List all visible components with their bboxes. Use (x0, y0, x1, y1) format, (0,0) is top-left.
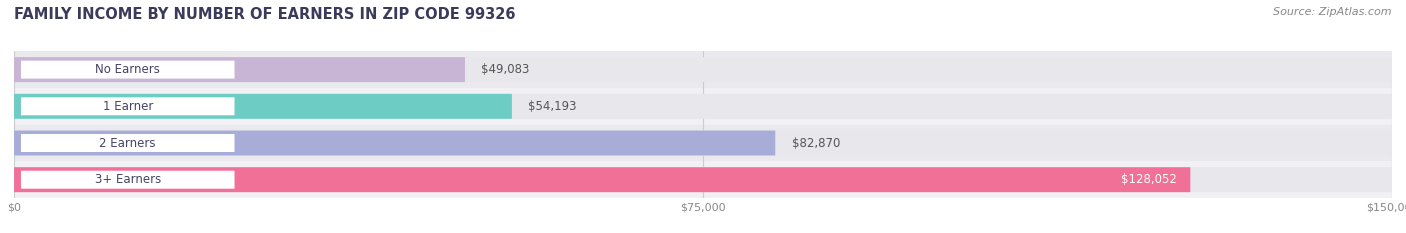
Bar (14, 161, 1392, 198)
Bar (14, 88, 1392, 125)
Text: $82,870: $82,870 (792, 137, 841, 150)
FancyBboxPatch shape (14, 57, 465, 82)
FancyBboxPatch shape (14, 94, 1392, 119)
FancyBboxPatch shape (14, 94, 512, 119)
Text: $54,193: $54,193 (529, 100, 576, 113)
Text: $49,083: $49,083 (481, 63, 530, 76)
Text: Source: ZipAtlas.com: Source: ZipAtlas.com (1274, 7, 1392, 17)
FancyBboxPatch shape (14, 167, 1392, 192)
Text: 3+ Earners: 3+ Earners (94, 173, 160, 186)
Text: 2 Earners: 2 Earners (100, 137, 156, 150)
FancyBboxPatch shape (21, 61, 235, 79)
FancyBboxPatch shape (21, 97, 235, 115)
FancyBboxPatch shape (14, 57, 1392, 82)
Text: 1 Earner: 1 Earner (103, 100, 153, 113)
FancyBboxPatch shape (21, 134, 235, 152)
Text: No Earners: No Earners (96, 63, 160, 76)
FancyBboxPatch shape (21, 171, 235, 189)
FancyBboxPatch shape (14, 130, 775, 155)
Text: $128,052: $128,052 (1121, 173, 1177, 186)
FancyBboxPatch shape (14, 130, 1392, 155)
Bar (14, 51, 1392, 88)
Text: FAMILY INCOME BY NUMBER OF EARNERS IN ZIP CODE 99326: FAMILY INCOME BY NUMBER OF EARNERS IN ZI… (14, 7, 516, 22)
Bar (14, 125, 1392, 161)
FancyBboxPatch shape (14, 167, 1191, 192)
